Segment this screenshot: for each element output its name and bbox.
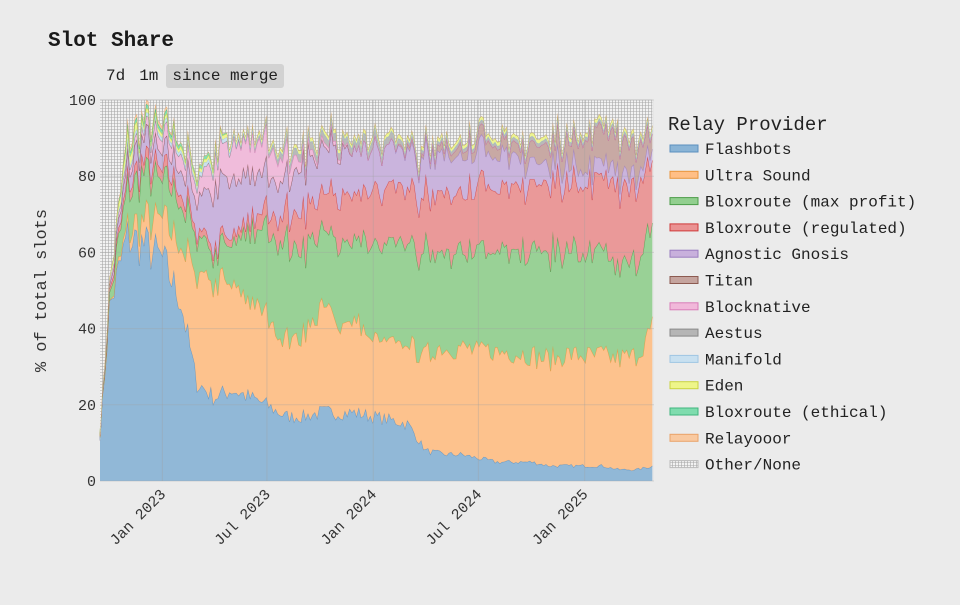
x-tick-label: Jan 2024: [318, 487, 381, 550]
area-ultra-sound: [100, 199, 653, 471]
legend-label: Agnostic Gnosis: [705, 246, 849, 264]
y-tick-label: 0: [87, 474, 96, 491]
area-bloxroute-regulated: [100, 145, 653, 441]
legend-label: Relayooor: [705, 430, 791, 448]
area-bloxroute-max-profit: [100, 156, 653, 441]
x-tick-label: Jan 2023: [107, 487, 170, 550]
legend-item-manifold: Manifold: [669, 351, 782, 369]
y-tick-label: 40: [78, 322, 96, 339]
legend-swatch: [669, 197, 699, 206]
legend-swatch: [669, 223, 699, 232]
legend-item-bloxroute-ethical: Bloxroute (ethical): [669, 404, 887, 422]
legend-swatch: [669, 249, 699, 258]
y-tick-label: 80: [78, 169, 96, 186]
legend-item-flashbots: Flashbots: [669, 141, 791, 159]
legend-swatch: [669, 144, 699, 153]
legend-label: Eden: [705, 378, 743, 396]
legend-label: Bloxroute (max profit): [705, 194, 916, 212]
legend-label: Ultra Sound: [705, 167, 811, 185]
legend-item-bloxroute-max-profit: Bloxroute (max profit): [669, 194, 916, 212]
time-range-selector: 7d 1m since merge: [100, 64, 285, 88]
legend-item-relayooor: Relayooor: [669, 430, 791, 448]
legend: Relay Provider Flashbots Ultra Sound Bloxro…: [668, 114, 916, 475]
y-tick-label: 60: [78, 245, 96, 262]
legend-swatch: [669, 407, 699, 416]
legend-item-ultra-sound: Ultra Sound: [669, 167, 811, 185]
legend-item-other-none: Other/None: [669, 457, 801, 475]
legend-label: Other/None: [705, 457, 801, 475]
legend-swatch: [669, 302, 699, 311]
legend-swatch: [669, 328, 699, 337]
area-flashbots: [100, 220, 653, 481]
gridlines: [100, 99, 654, 482]
legend-swatch: [669, 433, 699, 442]
legend-label: Flashbots: [705, 141, 791, 159]
y-tick-label: 20: [78, 398, 96, 415]
legend-label: Manifold: [705, 351, 782, 369]
x-tick-label: Jan 2025: [529, 487, 592, 550]
legend-swatch: [669, 276, 699, 284]
y-axis-label: % of total slots: [33, 209, 52, 372]
legend-item-agnostic-gnosis: Agnostic Gnosis: [669, 246, 849, 264]
range-since-merge-button[interactable]: since merge: [166, 64, 285, 88]
legend-swatch: [669, 460, 699, 469]
legend-item-titan: Titan: [669, 273, 753, 291]
area-titan: [100, 120, 653, 441]
area-agnostic-gnosis: [100, 123, 653, 441]
legend-label: Bloxroute (regulated): [705, 220, 907, 238]
legend-swatch: [669, 170, 699, 179]
legend-title: Relay Provider: [668, 114, 828, 136]
x-tick-label: Jul 2024: [423, 487, 486, 550]
stacked-areas: [99, 99, 653, 481]
x-tick-label: Jul 2023: [212, 487, 275, 550]
range-7d-button[interactable]: 7d: [106, 67, 126, 85]
page-title: Slot Share: [48, 30, 175, 53]
legend-item-blocknative: Blocknative: [669, 299, 811, 317]
legend-label: Bloxroute (ethical): [705, 404, 887, 422]
legend-item-bloxroute-regulated: Bloxroute (regulated): [669, 220, 907, 238]
legend-swatch: [669, 354, 699, 363]
legend-label: Aestus: [705, 325, 763, 343]
legend-item-aestus: Aestus: [669, 325, 763, 343]
legend-item-eden: Eden: [669, 378, 743, 396]
range-1m-button[interactable]: 1m: [139, 67, 159, 85]
y-tick-label: 100: [69, 93, 96, 110]
legend-swatch: [669, 381, 699, 390]
legend-label: Blocknative: [705, 299, 811, 317]
legend-label: Titan: [705, 273, 753, 291]
